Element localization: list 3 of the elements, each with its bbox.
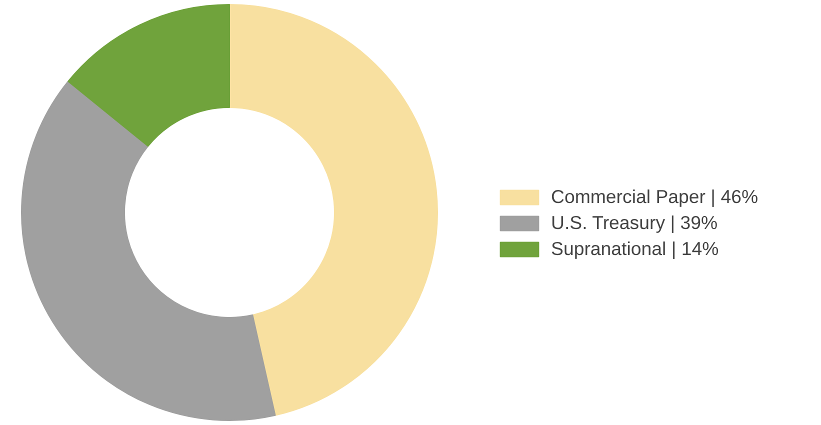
legend-label: Commercial Paper | 46% [551,186,758,208]
legend-label: U.S. Treasury | 39% [551,212,718,234]
legend-label: Supranational | 14% [551,238,719,260]
